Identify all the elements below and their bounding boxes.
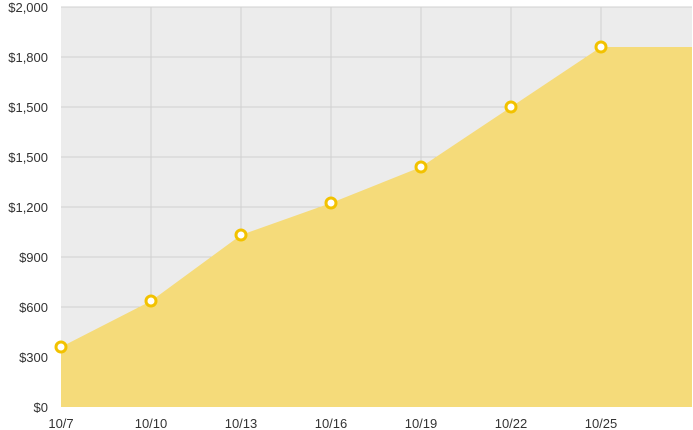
x-tick-label: 10/13 (225, 416, 258, 430)
y-tick-label: $1,200 (8, 200, 48, 215)
x-tick-label: 10/7 (48, 416, 73, 430)
y-tick-label: $300 (19, 350, 48, 365)
x-tick-label: 10/25 (585, 416, 618, 430)
x-axis-labels: 10/7 10/10 10/13 10/16 10/19 10/22 10/25 (48, 416, 617, 430)
x-tick-label: 10/22 (495, 416, 528, 430)
data-markers (54, 40, 608, 354)
data-point (324, 196, 338, 210)
y-tick-label: $1,500 (8, 100, 48, 115)
y-tick-label: $900 (19, 250, 48, 265)
x-tick-label: 10/16 (315, 416, 348, 430)
data-point (144, 294, 158, 308)
y-tick-label: $1,800 (8, 50, 48, 65)
x-tick-label: 10/19 (405, 416, 438, 430)
area-fill (61, 47, 692, 407)
y-tick-label: $1,500 (8, 150, 48, 165)
x-tick-label: 10/10 (135, 416, 168, 430)
y-tick-label: $2,000 (8, 0, 48, 15)
y-tick-label: $0 (34, 400, 48, 415)
y-axis-labels: $0 $300 $600 $900 $1,200 $1,500 $1,500 $1,800 $2… (8, 0, 48, 415)
y-tick-label: $600 (19, 300, 48, 315)
data-point (504, 100, 518, 114)
data-point (54, 340, 68, 354)
data-point (594, 40, 608, 54)
data-point (414, 160, 428, 174)
data-point (234, 228, 248, 242)
